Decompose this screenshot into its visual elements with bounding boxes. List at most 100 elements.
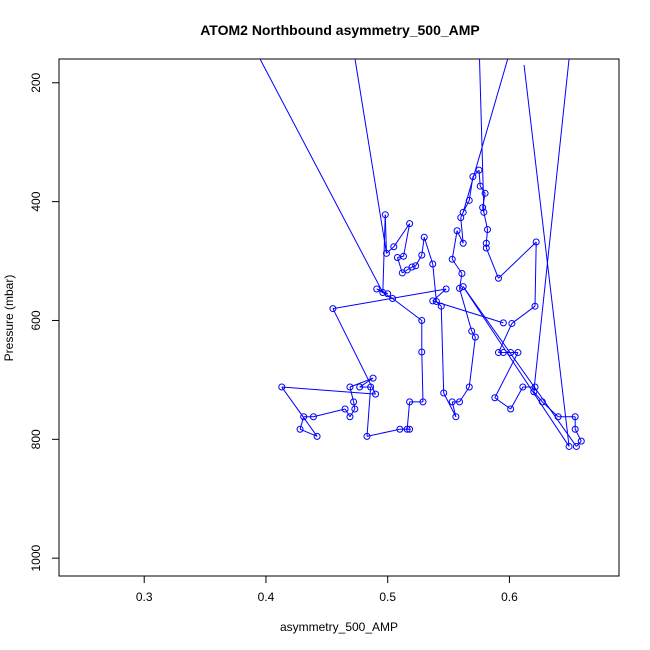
- data-point: [419, 398, 427, 406]
- data-point: [296, 425, 304, 433]
- x-tick-label: 0.5: [379, 590, 396, 604]
- series-segment: [366, 428, 400, 437]
- data-point: [406, 220, 414, 228]
- data-point: [400, 252, 408, 260]
- series-segment: [432, 300, 504, 324]
- data-point: [475, 166, 483, 174]
- data-point: [572, 442, 580, 450]
- series-segment: [332, 308, 376, 395]
- data-point: [507, 349, 515, 357]
- y-axis-label: Pressure (mbar): [2, 275, 16, 362]
- series-segment: [353, 401, 356, 410]
- series-segment: [349, 408, 356, 418]
- y-tick-label: 400: [29, 191, 43, 211]
- series-segment: [259, 59, 384, 293]
- series-segment: [510, 386, 524, 410]
- data-point: [494, 274, 502, 282]
- x-axis: 0.3 0.4 0.5 0.6: [136, 576, 518, 604]
- series-segment: [403, 223, 411, 257]
- data-point: [418, 316, 426, 324]
- data-point: [372, 390, 380, 398]
- data-point: [418, 251, 426, 259]
- data-point: [408, 263, 416, 271]
- series-segment: [498, 323, 513, 353]
- series-segment: [456, 230, 464, 244]
- data-point: [531, 302, 539, 310]
- data-point: [406, 425, 414, 433]
- data-point: [389, 294, 397, 302]
- y-tick-label: 200: [29, 72, 43, 92]
- data-point: [369, 374, 377, 382]
- x-tick-label: 0.6: [501, 590, 518, 604]
- series-segment: [462, 59, 509, 213]
- data-point: [382, 249, 390, 257]
- series-segment: [494, 352, 519, 398]
- series-segment: [468, 337, 476, 388]
- x-tick-label: 0.3: [136, 590, 153, 604]
- series-segment: [479, 59, 485, 213]
- data-point: [469, 173, 477, 181]
- data-point: [363, 432, 371, 440]
- data-point: [499, 319, 507, 327]
- data-point: [484, 226, 492, 234]
- data-point: [508, 319, 516, 327]
- data-point: [403, 425, 411, 433]
- data-point: [465, 383, 473, 391]
- series-segment: [354, 59, 387, 254]
- data-point: [381, 211, 389, 219]
- y-axis: 200 400 600 800 1000: [29, 72, 59, 572]
- data-point: [432, 297, 440, 305]
- series-segment: [479, 185, 486, 194]
- data-point: [571, 413, 579, 421]
- series-segment: [386, 246, 395, 254]
- series-points: [278, 166, 585, 450]
- data-point: [429, 297, 437, 305]
- series-segment: [393, 223, 411, 248]
- data-point: [456, 284, 464, 292]
- data-point: [412, 262, 420, 270]
- data-point: [530, 388, 538, 396]
- x-axis-label: asymmetry_500_AMP: [280, 620, 398, 634]
- x-tick-label: 0.4: [258, 590, 275, 604]
- data-point: [565, 442, 573, 450]
- data-point: [554, 413, 562, 421]
- data-point: [398, 269, 406, 277]
- series-segment: [432, 263, 437, 302]
- data-point: [396, 425, 404, 433]
- data-point: [514, 349, 522, 357]
- series-segment: [281, 386, 376, 395]
- data-point: [278, 383, 286, 391]
- data-point: [538, 398, 546, 406]
- data-point: [507, 405, 515, 413]
- data-point: [532, 238, 540, 246]
- data-point: [313, 432, 321, 440]
- data-point: [481, 189, 489, 197]
- data-point: [465, 196, 473, 204]
- series-segment: [415, 254, 423, 267]
- data-point: [456, 398, 464, 406]
- series-segment: [406, 401, 411, 430]
- data-point: [346, 413, 354, 421]
- data-point: [494, 349, 502, 357]
- data-point: [459, 239, 467, 247]
- series-segment: [541, 401, 559, 418]
- chart-title: ATOM2 Northbound asymmetry_500_AMP: [200, 22, 480, 38]
- plot-frame: [58, 58, 620, 577]
- series-segment: [485, 229, 489, 244]
- series-segment: [281, 386, 318, 437]
- data-point: [351, 405, 359, 413]
- data-point: [356, 383, 364, 391]
- data-point: [499, 349, 507, 357]
- data-point: [577, 437, 585, 445]
- data-point: [420, 233, 428, 241]
- data-point: [459, 283, 467, 291]
- data-point: [458, 270, 466, 278]
- data-point: [480, 208, 488, 216]
- data-point: [429, 260, 437, 268]
- data-point: [440, 389, 448, 397]
- series-segment: [523, 64, 570, 447]
- series-segment: [421, 351, 424, 402]
- series-segment: [423, 237, 434, 265]
- series-segment: [382, 214, 386, 293]
